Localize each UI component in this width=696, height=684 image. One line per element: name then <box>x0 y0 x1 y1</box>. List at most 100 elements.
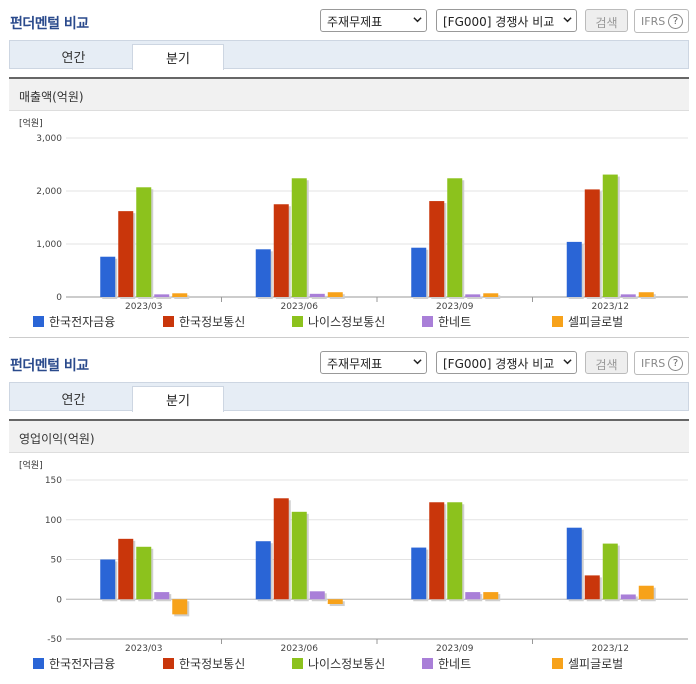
peer-group-value: [FG000] 경쟁사 비교 <box>443 357 555 371</box>
x-tick-label: 2023/06 <box>281 302 319 312</box>
bar-4-2023-12[interactable] <box>620 294 636 297</box>
legend-item[interactable]: 셀피글로벌 <box>552 313 623 330</box>
bar-1-2023-12[interactable] <box>566 241 582 297</box>
bar-2-2023-09[interactable] <box>429 201 445 297</box>
legend-item[interactable]: 한네트 <box>422 655 471 672</box>
peer-group-value: [FG000] 경쟁사 비교 <box>443 15 555 29</box>
y-tick-label: 3,000 <box>36 134 62 144</box>
section-header: 영업이익(억원) <box>9 421 689 453</box>
statement-type-select[interactable]: 주재무제표 <box>320 351 427 374</box>
bar-2-2023-12[interactable] <box>584 189 600 297</box>
x-tick-label: 2023/03 <box>125 302 162 312</box>
bar-1-2023-03[interactable] <box>100 559 116 600</box>
bar-shadow <box>485 295 501 299</box>
bar-2-2023-03[interactable] <box>118 538 134 600</box>
tab-quarter[interactable]: 분기 <box>132 44 224 70</box>
bar-4-2023-09[interactable] <box>465 294 481 297</box>
section-header: 매출액(억원) <box>9 79 689 111</box>
bar-2-2023-06[interactable] <box>273 204 289 297</box>
fundamental-compare-panel-op-income: 펀더멘털 비교 주재무제표 [FG000] 경쟁사 비교 검색 IFRS ? 연… <box>0 342 696 684</box>
bar-2-2023-09[interactable] <box>429 502 445 600</box>
bar-2-2023-06[interactable] <box>273 498 289 600</box>
bar-1-2023-09[interactable] <box>411 547 427 600</box>
bar-4-2023-06[interactable] <box>309 293 325 297</box>
tab-annual[interactable]: 연간 <box>61 51 86 66</box>
help-icon: ? <box>668 14 683 29</box>
peer-group-select[interactable]: [FG000] 경쟁사 비교 <box>436 9 577 32</box>
search-button[interactable]: 검색 <box>585 9 628 32</box>
bar-1-2023-09[interactable] <box>411 247 427 297</box>
x-tick-label: 2023/12 <box>592 644 629 654</box>
y-tick-label: -50 <box>47 635 62 645</box>
bar-shadow <box>156 296 172 299</box>
section-divider <box>9 77 689 79</box>
bar-3-2023-12[interactable] <box>602 543 618 600</box>
legend-swatch <box>33 316 44 327</box>
bar-3-2023-06[interactable] <box>291 511 307 600</box>
section-title: 영업이익(억원) <box>19 432 95 446</box>
bar-3-2023-03[interactable] <box>136 187 152 297</box>
chevron-down-icon <box>413 17 422 23</box>
tab-annual[interactable]: 연간 <box>61 393 86 408</box>
statement-type-value: 주재무제표 <box>327 15 383 29</box>
bar-4-2023-09[interactable] <box>465 592 481 600</box>
legend-label: 한국전자금융 <box>49 315 116 329</box>
bar-1-2023-12[interactable] <box>566 527 582 600</box>
bar-5-2023-12[interactable] <box>638 292 654 297</box>
legend-swatch <box>163 316 174 327</box>
panel-divider <box>9 337 689 338</box>
y-tick-label: 150 <box>45 476 62 486</box>
y-unit-label: [억원] <box>19 117 43 129</box>
tab-quarter[interactable]: 분기 <box>132 386 224 412</box>
legend-label: 한네트 <box>438 315 472 329</box>
bar-3-2023-03[interactable] <box>136 546 152 600</box>
legend-item[interactable]: 한국정보통신 <box>163 655 245 672</box>
bar-4-2023-03[interactable] <box>154 294 170 297</box>
legend-item[interactable]: 나이스정보통신 <box>292 655 385 672</box>
legend-swatch <box>33 658 44 669</box>
bar-shadow <box>311 295 327 299</box>
period-tabs: 연간 분기 <box>9 382 689 412</box>
bar-shadow <box>467 296 483 299</box>
bar-5-2023-09[interactable] <box>483 592 499 600</box>
bar-1-2023-06[interactable] <box>255 541 271 600</box>
bar-2-2023-12[interactable] <box>584 575 600 600</box>
legend-item[interactable]: 한네트 <box>422 313 471 330</box>
legend-item[interactable]: 한국정보통신 <box>163 313 245 330</box>
ifrs-help-button[interactable]: IFRS ? <box>634 9 689 33</box>
bar-3-2023-12[interactable] <box>602 174 618 297</box>
chevron-down-icon <box>413 359 422 365</box>
legend-swatch <box>422 316 433 327</box>
y-tick-label: 0 <box>56 595 62 605</box>
bar-5-2023-09[interactable] <box>483 293 499 297</box>
legend-item[interactable]: 한국전자금융 <box>33 655 115 672</box>
statement-type-select[interactable]: 주재무제표 <box>320 9 427 32</box>
bar-1-2023-03[interactable] <box>100 256 116 297</box>
bar-5-2023-12[interactable] <box>638 585 654 600</box>
y-tick-label: 2,000 <box>36 187 62 197</box>
bar-2-2023-03[interactable] <box>118 211 134 297</box>
chevron-down-icon <box>563 359 572 365</box>
bar-3-2023-06[interactable] <box>291 178 307 297</box>
bar-5-2023-03[interactable] <box>172 293 188 297</box>
legend-swatch <box>552 316 563 327</box>
legend-item[interactable]: 셀피글로벌 <box>552 655 623 672</box>
bar-1-2023-06[interactable] <box>255 249 271 297</box>
ifrs-label: IFRS <box>641 357 666 370</box>
bar-5-2023-06[interactable] <box>327 599 343 605</box>
bar-3-2023-09[interactable] <box>447 178 463 297</box>
search-button[interactable]: 검색 <box>585 351 628 374</box>
legend-item[interactable]: 한국전자금융 <box>33 313 115 330</box>
bar-4-2023-06[interactable] <box>309 591 325 600</box>
legend-label: 셀피글로벌 <box>568 657 624 671</box>
peer-group-select[interactable]: [FG000] 경쟁사 비교 <box>436 351 577 374</box>
ifrs-help-button[interactable]: IFRS ? <box>634 351 689 375</box>
bar-4-2023-03[interactable] <box>154 592 170 600</box>
legend-label: 셀피글로벌 <box>568 315 624 329</box>
legend-item[interactable]: 나이스정보통신 <box>292 313 385 330</box>
bar-5-2023-03[interactable] <box>172 599 188 615</box>
sales-bar-chart: [억원] 0 1,000 2,000 3,000 2023/03 2023/06 2023/0… <box>19 117 688 312</box>
bar-3-2023-09[interactable] <box>447 502 463 600</box>
bar-5-2023-06[interactable] <box>327 292 343 297</box>
bar-4-2023-12[interactable] <box>620 594 636 600</box>
